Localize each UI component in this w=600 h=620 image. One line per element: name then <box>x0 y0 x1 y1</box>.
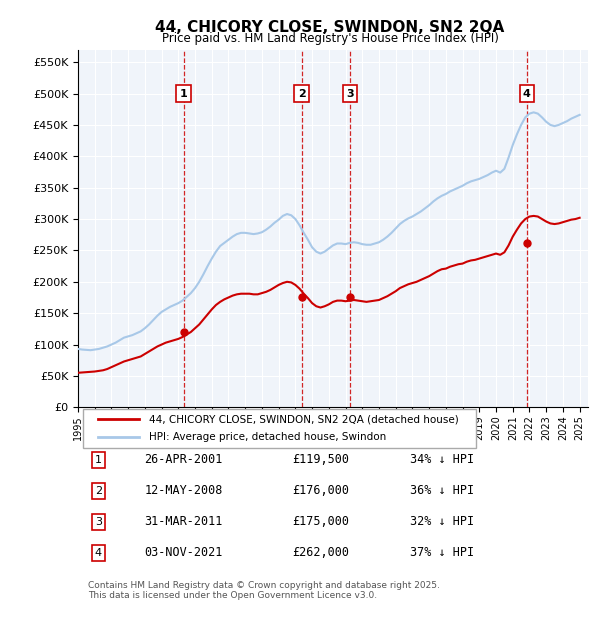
Text: 37% ↓ HPI: 37% ↓ HPI <box>409 546 473 559</box>
Text: £176,000: £176,000 <box>292 484 349 497</box>
Text: 26-APR-2001: 26-APR-2001 <box>145 453 223 466</box>
Text: £119,500: £119,500 <box>292 453 349 466</box>
Text: 03-NOV-2021: 03-NOV-2021 <box>145 546 223 559</box>
Text: 4: 4 <box>95 547 102 558</box>
Text: Contains HM Land Registry data © Crown copyright and database right 2025.
This d: Contains HM Land Registry data © Crown c… <box>88 581 440 600</box>
Text: 1: 1 <box>180 89 188 99</box>
Text: £175,000: £175,000 <box>292 515 349 528</box>
Text: Price paid vs. HM Land Registry's House Price Index (HPI): Price paid vs. HM Land Registry's House … <box>161 32 499 45</box>
Text: 44, CHICORY CLOSE, SWINDON, SN2 2QA: 44, CHICORY CLOSE, SWINDON, SN2 2QA <box>155 20 505 35</box>
Text: 1: 1 <box>95 454 102 465</box>
Text: 36% ↓ HPI: 36% ↓ HPI <box>409 484 473 497</box>
Text: 3: 3 <box>95 516 102 527</box>
Text: £262,000: £262,000 <box>292 546 349 559</box>
Text: 4: 4 <box>523 89 531 99</box>
Text: 12-MAY-2008: 12-MAY-2008 <box>145 484 223 497</box>
FancyBboxPatch shape <box>83 409 476 448</box>
Text: 32% ↓ HPI: 32% ↓ HPI <box>409 515 473 528</box>
Text: 44, CHICORY CLOSE, SWINDON, SN2 2QA (detached house): 44, CHICORY CLOSE, SWINDON, SN2 2QA (det… <box>149 414 459 424</box>
Text: 31-MAR-2011: 31-MAR-2011 <box>145 515 223 528</box>
Text: 3: 3 <box>346 89 353 99</box>
Text: 34% ↓ HPI: 34% ↓ HPI <box>409 453 473 466</box>
Text: 2: 2 <box>298 89 305 99</box>
Text: HPI: Average price, detached house, Swindon: HPI: Average price, detached house, Swin… <box>149 432 386 442</box>
Text: 2: 2 <box>95 485 102 496</box>
